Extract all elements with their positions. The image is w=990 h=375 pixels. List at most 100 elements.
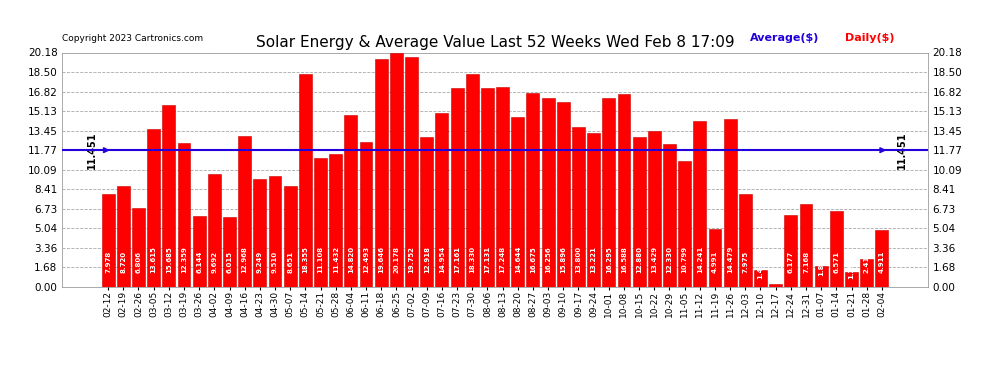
Text: 12.330: 12.330 [666, 246, 672, 273]
Text: 13.221: 13.221 [591, 246, 597, 273]
Text: 16.675: 16.675 [530, 246, 536, 273]
Bar [177, 143, 190, 287]
Text: 9.249: 9.249 [256, 251, 263, 273]
Text: 18.355: 18.355 [302, 246, 308, 273]
Bar [132, 208, 145, 287]
Bar [602, 98, 615, 287]
Text: 12.968: 12.968 [242, 246, 248, 273]
Bar [496, 87, 509, 287]
Text: 17.131: 17.131 [484, 246, 490, 273]
Bar [208, 174, 221, 287]
Bar [359, 142, 372, 287]
Bar [860, 259, 873, 287]
Bar [542, 98, 554, 287]
Bar [769, 284, 782, 287]
Bar [633, 137, 645, 287]
Bar [299, 74, 312, 287]
Bar [845, 272, 858, 287]
Text: 11.451: 11.451 [897, 131, 907, 169]
Text: 11.432: 11.432 [333, 246, 339, 273]
Bar [284, 186, 297, 287]
Bar [709, 229, 722, 287]
Text: Copyright 2023 Cartronics.com: Copyright 2023 Cartronics.com [62, 34, 204, 43]
Bar [830, 210, 842, 287]
Text: 1.806: 1.806 [818, 254, 824, 276]
Text: 9.692: 9.692 [211, 251, 218, 273]
Text: 2.416: 2.416 [863, 251, 869, 273]
Bar [724, 119, 737, 287]
Bar [572, 127, 585, 287]
Text: 11.451: 11.451 [86, 131, 96, 169]
Bar [815, 266, 828, 287]
Text: 17.248: 17.248 [500, 246, 506, 273]
Text: 7.978: 7.978 [105, 251, 111, 273]
Bar [481, 88, 494, 287]
Text: 7.168: 7.168 [803, 251, 809, 273]
Bar [314, 158, 327, 287]
Text: 14.479: 14.479 [727, 246, 734, 273]
Text: 8.720: 8.720 [121, 251, 127, 273]
Bar [162, 105, 175, 287]
Text: 11.108: 11.108 [318, 246, 324, 273]
Text: 13.800: 13.800 [575, 246, 581, 273]
Text: 6.144: 6.144 [196, 251, 202, 273]
Bar [253, 180, 266, 287]
Text: 16.588: 16.588 [621, 246, 627, 273]
Text: Daily($): Daily($) [845, 33, 895, 43]
Bar [618, 94, 631, 287]
Text: 6.806: 6.806 [136, 251, 142, 273]
Text: 6.177: 6.177 [788, 251, 794, 273]
Bar [875, 230, 888, 287]
Bar [754, 270, 767, 287]
Text: 4.911: 4.911 [879, 251, 885, 273]
Text: 9.510: 9.510 [272, 251, 278, 273]
Bar [527, 93, 540, 287]
Text: 6.571: 6.571 [834, 251, 840, 273]
Text: 16.295: 16.295 [606, 246, 612, 273]
Bar [345, 115, 357, 287]
Title: Solar Energy & Average Value Last 52 Weeks Wed Feb 8 17:09: Solar Energy & Average Value Last 52 Wee… [255, 35, 735, 50]
Bar [117, 186, 130, 287]
Bar [390, 53, 403, 287]
Text: 14.644: 14.644 [515, 246, 521, 273]
Text: 7.975: 7.975 [742, 251, 748, 273]
Text: 12.918: 12.918 [424, 246, 430, 273]
Bar [587, 134, 600, 287]
Bar [436, 113, 448, 287]
Bar [511, 117, 524, 287]
Text: 17.161: 17.161 [454, 246, 460, 273]
Bar [466, 74, 479, 287]
Text: 19.646: 19.646 [378, 246, 384, 273]
Text: 15.896: 15.896 [560, 246, 566, 273]
Text: 12.493: 12.493 [363, 246, 369, 273]
Text: 12.359: 12.359 [181, 246, 187, 273]
Text: 6.015: 6.015 [227, 251, 233, 273]
Text: 15.685: 15.685 [166, 246, 172, 273]
Text: 14.820: 14.820 [347, 246, 353, 273]
Bar [405, 57, 418, 287]
Bar [193, 216, 206, 287]
Text: 14.241: 14.241 [697, 246, 703, 273]
Text: 1.293: 1.293 [848, 257, 854, 279]
Text: 20.178: 20.178 [393, 246, 399, 273]
Bar [239, 136, 251, 287]
Bar [678, 162, 691, 287]
Bar [784, 215, 797, 287]
Text: 13.429: 13.429 [651, 246, 657, 273]
Bar [450, 88, 463, 287]
Text: 10.799: 10.799 [682, 246, 688, 273]
Bar [421, 137, 434, 287]
Text: 1.431: 1.431 [757, 256, 763, 279]
Text: 16.256: 16.256 [545, 246, 551, 273]
Text: 13.615: 13.615 [150, 246, 156, 273]
Bar [800, 204, 813, 287]
Bar [268, 176, 281, 287]
Bar [693, 122, 706, 287]
Text: 18.330: 18.330 [469, 246, 475, 273]
Bar [148, 129, 160, 287]
Text: 12.880: 12.880 [637, 246, 643, 273]
Text: 19.752: 19.752 [409, 246, 415, 273]
Bar [375, 59, 388, 287]
Bar [739, 194, 751, 287]
Bar [556, 102, 569, 287]
